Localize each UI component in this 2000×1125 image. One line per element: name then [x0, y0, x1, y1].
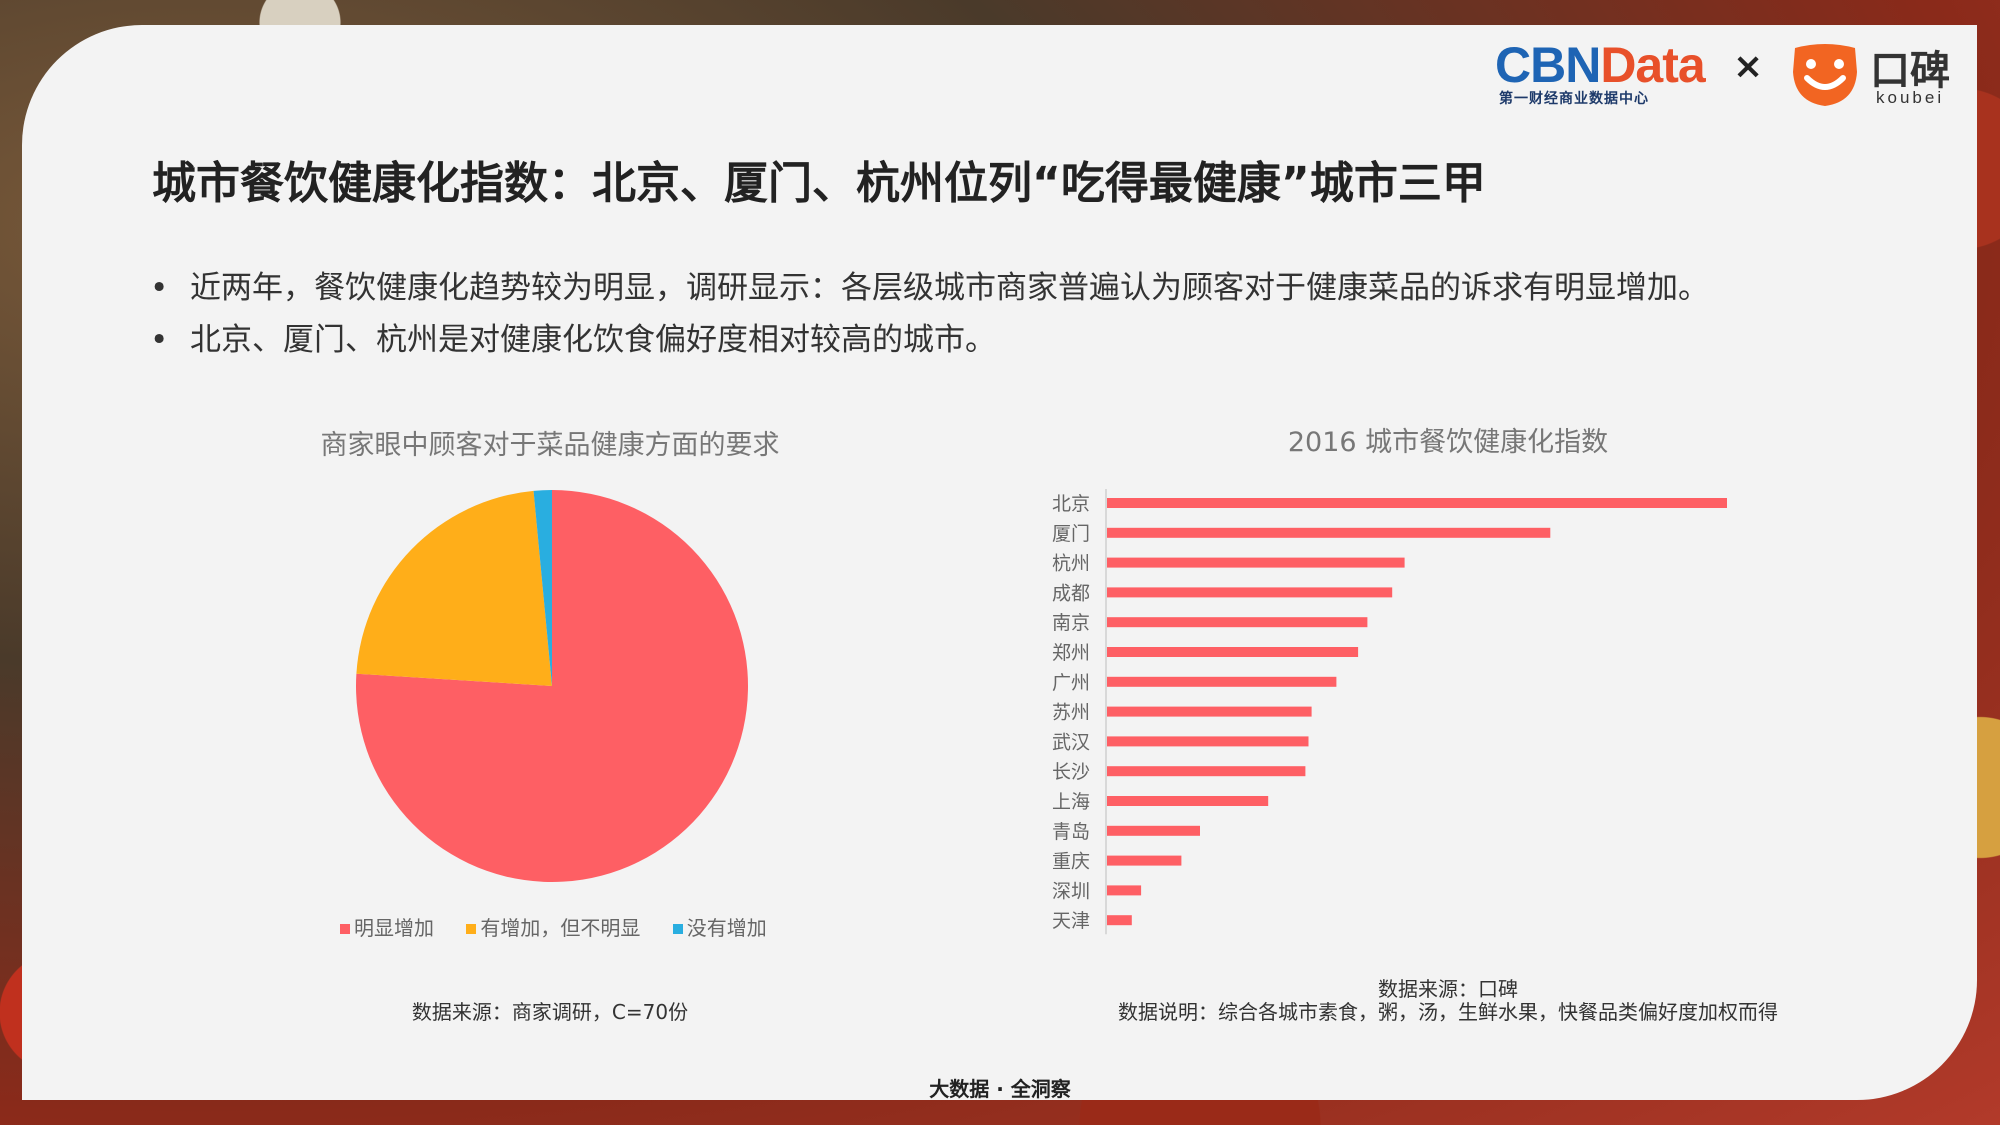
cbndata-logo: CBNData	[1495, 37, 1706, 93]
pie-slice	[356, 490, 552, 686]
bar-category-label: 南京	[1052, 612, 1090, 634]
footer-slogan: 大数据 · 全洞察	[929, 1077, 1071, 1101]
bar	[1107, 498, 1727, 508]
pie-slice	[533, 490, 552, 686]
bullet-text: 近两年，餐饮健康化趋势较为明显，调研显示：各层级城市商家普遍认为顾客对于健康菜品…	[190, 270, 1709, 306]
koubei-smile-icon	[1793, 44, 1857, 106]
bar-category-label: 青岛	[1052, 821, 1090, 843]
legend-item: 有增加，但不明显	[466, 912, 640, 941]
bullet-dot-icon: •	[150, 322, 169, 358]
bar-category-label: 杭州	[1052, 553, 1090, 575]
bar	[1107, 617, 1368, 628]
bar-data-note: 数据说明：综合各城市素食，粥，汤，生鲜水果，快餐品类偏好度加权而得	[1118, 1000, 1778, 1024]
bar-category-label: 苏州	[1052, 702, 1090, 724]
bar	[1107, 796, 1269, 806]
bar-category-label: 深圳	[1052, 880, 1090, 902]
bar-category-label: 重庆	[1052, 851, 1090, 873]
bar	[1107, 736, 1309, 747]
bar-source-note: 数据来源：口碑	[1378, 977, 1518, 1001]
brand-header: CBNData 第一财经商业数据中心 × 口碑 koubei	[1495, 40, 1965, 120]
legend-label: 没有增加	[686, 916, 767, 940]
bar	[1107, 557, 1405, 568]
cbndata-subtitle: 第一财经商业数据中心	[1499, 91, 1649, 107]
bar-category-label: 北京	[1052, 493, 1090, 515]
koubei-logo-subtitle: koubei	[1876, 88, 1945, 107]
page-title: 城市餐饮健康化指数：北京、厦门、杭州位列“吃得最健康”城市三甲	[152, 158, 1486, 209]
bar	[1107, 766, 1306, 777]
bullet-text: 北京、厦门、杭州是对健康化饮食偏好度相对较高的城市。	[190, 322, 996, 358]
legend-label: 有增加，但不明显	[480, 916, 641, 940]
bullet-item: • 北京、厦门、杭州是对健康化饮食偏好度相对较高的城市。	[150, 314, 1709, 366]
bar-chart-title: 2016 城市餐饮健康化指数	[1287, 427, 1609, 458]
bar	[1107, 915, 1132, 926]
bar-category-label: 上海	[1052, 791, 1090, 813]
bullet-list: • 近两年，餐饮健康化趋势较为明显，调研显示：各层级城市商家普遍认为顾客对于健康…	[150, 262, 1709, 366]
bar	[1107, 706, 1312, 717]
bar-category-label: 天津	[1052, 910, 1090, 932]
bar	[1107, 647, 1359, 657]
bullet-item: • 近两年，餐饮健康化趋势较为明显，调研显示：各层级城市商家普遍认为顾客对于健康…	[150, 262, 1709, 314]
bar	[1107, 855, 1182, 866]
legend-swatch	[340, 924, 350, 934]
koubei-logo-text: 口碑	[1870, 48, 1950, 94]
bar	[1107, 825, 1200, 836]
bar-category-label: 厦门	[1052, 523, 1090, 545]
bar-category-label: 成都	[1052, 582, 1090, 604]
bullet-dot-icon: •	[150, 270, 169, 306]
legend-item: 明显增加	[340, 912, 434, 941]
bar	[1107, 676, 1337, 687]
legend-swatch	[672, 924, 683, 934]
pie-legend: 明显增加 有增加，但不明显 没有增加	[340, 912, 793, 941]
collab-times-icon: ×	[1733, 46, 1764, 87]
bar	[1107, 527, 1551, 538]
legend-label: 明显增加	[354, 916, 434, 940]
bar-category-label: 武汉	[1052, 731, 1090, 753]
legend-item: 没有增加	[672, 912, 767, 941]
pie-chart-title: 商家眼中顾客对于菜品健康方面的要求	[320, 430, 780, 461]
bar	[1107, 587, 1393, 598]
slide-card	[22, 25, 1977, 1100]
legend-swatch	[466, 924, 477, 934]
bar-category-label: 郑州	[1052, 642, 1090, 664]
bar-category-label: 长沙	[1052, 761, 1090, 783]
bar-category-label: 广州	[1052, 672, 1090, 694]
bar	[1107, 885, 1142, 896]
pie-source-note: 数据来源：商家调研，C=70份	[411, 1000, 689, 1024]
